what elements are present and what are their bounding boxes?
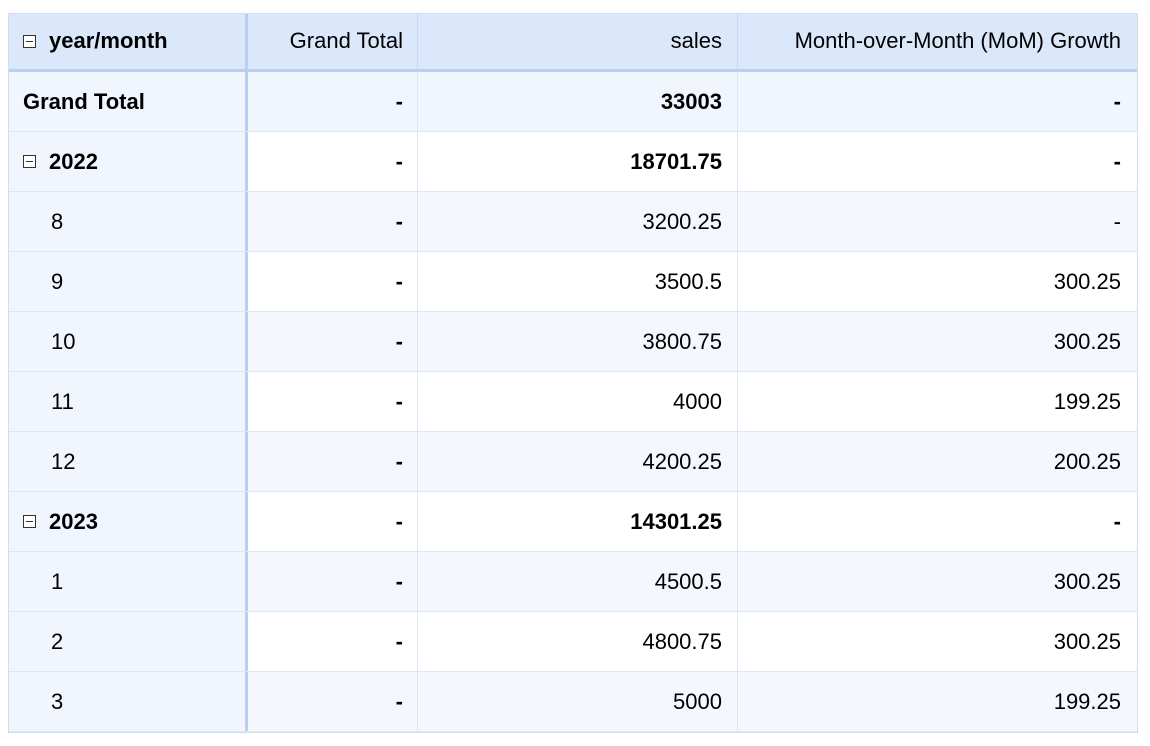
grand-total-cell: - bbox=[248, 372, 418, 431]
column-header-mom-growth[interactable]: Month-over-Month (MoM) Growth bbox=[738, 13, 1138, 69]
mom-cell: - bbox=[738, 492, 1138, 551]
month-row: 11 - 4000 199.25 bbox=[8, 372, 1138, 432]
month-label: 3 bbox=[8, 672, 248, 731]
month-label: 11 bbox=[8, 372, 248, 431]
column-header-sales[interactable]: sales bbox=[418, 13, 738, 69]
month-row: 9 - 3500.5 300.25 bbox=[8, 252, 1138, 312]
year-row-2022: 2022 - 18701.75 - bbox=[8, 132, 1138, 192]
month-label: 8 bbox=[8, 192, 248, 251]
sales-cell: 3800.75 bbox=[418, 312, 738, 371]
sales-cell: 33003 bbox=[418, 72, 738, 131]
grand-total-cell: - bbox=[248, 552, 418, 611]
month-label: 9 bbox=[8, 252, 248, 311]
sales-cell: 4200.25 bbox=[418, 432, 738, 491]
grand-total-cell: - bbox=[248, 492, 418, 551]
grand-total-cell: - bbox=[248, 72, 418, 131]
month-label: 10 bbox=[8, 312, 248, 371]
sales-cell: 5000 bbox=[418, 672, 738, 731]
column-header-label: Grand Total bbox=[289, 28, 403, 53]
mom-cell: 300.25 bbox=[738, 312, 1138, 371]
month-label: 12 bbox=[8, 432, 248, 491]
row-header-year-month[interactable]: year/month bbox=[8, 13, 248, 69]
sales-cell: 18701.75 bbox=[418, 132, 738, 191]
mom-cell: - bbox=[738, 132, 1138, 191]
grand-total-cell: - bbox=[248, 252, 418, 311]
mom-cell: - bbox=[738, 192, 1138, 251]
column-header-label: sales bbox=[670, 28, 722, 53]
sales-cell: 14301.25 bbox=[418, 492, 738, 551]
sales-cell: 4000 bbox=[418, 372, 738, 431]
mom-cell: 200.25 bbox=[738, 432, 1138, 491]
year-label[interactable]: 2022 bbox=[8, 132, 248, 191]
grand-total-cell: - bbox=[248, 432, 418, 491]
sales-cell: 3500.5 bbox=[418, 252, 738, 311]
header-row: year/month Grand Total sales Month-over-… bbox=[8, 13, 1138, 72]
mom-cell: 199.25 bbox=[738, 672, 1138, 731]
sales-cell: 4800.75 bbox=[418, 612, 738, 671]
month-row: 1 - 4500.5 300.25 bbox=[8, 552, 1138, 612]
row-label: Grand Total bbox=[23, 88, 145, 114]
column-header-grand-total[interactable]: Grand Total bbox=[248, 13, 418, 69]
month-row: 8 - 3200.25 - bbox=[8, 192, 1138, 252]
mom-cell: 199.25 bbox=[738, 372, 1138, 431]
sales-cell: 3200.25 bbox=[418, 192, 738, 251]
collapse-icon[interactable] bbox=[23, 515, 36, 528]
row-header-label: year/month bbox=[49, 28, 168, 53]
collapse-icon[interactable] bbox=[23, 34, 36, 48]
sales-cell: 4500.5 bbox=[418, 552, 738, 611]
year-label[interactable]: 2023 bbox=[8, 492, 248, 551]
grand-total-cell: - bbox=[248, 672, 418, 731]
mom-cell: 300.25 bbox=[738, 612, 1138, 671]
month-label: 1 bbox=[8, 552, 248, 611]
month-label: 2 bbox=[8, 612, 248, 671]
month-row: 2 - 4800.75 300.25 bbox=[8, 612, 1138, 672]
row-label: 2023 bbox=[49, 508, 98, 534]
grand-total-cell: - bbox=[248, 192, 418, 251]
year-row-2023: 2023 - 14301.25 - bbox=[8, 492, 1138, 552]
mom-cell: - bbox=[738, 72, 1138, 131]
collapse-icon[interactable] bbox=[23, 155, 36, 168]
mom-cell: 300.25 bbox=[738, 552, 1138, 611]
grand-total-label: Grand Total bbox=[8, 72, 248, 131]
grand-total-cell: - bbox=[248, 312, 418, 371]
grand-total-cell: - bbox=[248, 612, 418, 671]
month-row: 12 - 4200.25 200.25 bbox=[8, 432, 1138, 492]
row-label: 2022 bbox=[49, 148, 98, 174]
column-header-label: Month-over-Month (MoM) Growth bbox=[794, 28, 1121, 53]
grand-total-row: Grand Total - 33003 - bbox=[8, 72, 1138, 132]
month-row: 3 - 5000 199.25 bbox=[8, 672, 1138, 732]
grand-total-cell: - bbox=[248, 132, 418, 191]
mom-cell: 300.25 bbox=[738, 252, 1138, 311]
pivot-table: year/month Grand Total sales Month-over-… bbox=[8, 13, 1138, 732]
month-row: 10 - 3800.75 300.25 bbox=[8, 312, 1138, 372]
